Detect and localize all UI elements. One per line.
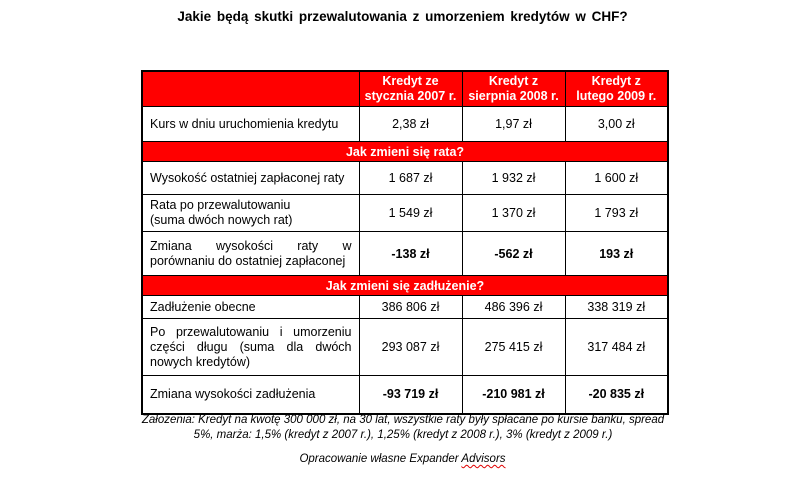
cell-value: 1,97 zł	[461, 106, 566, 142]
column-header-feb-2009: Kredyt z lutego 2009 r.	[564, 70, 669, 107]
cell-value: 1 932 zł	[461, 161, 566, 195]
row-label: Po przewalutowaniu i umorzeniu części dł…	[141, 318, 360, 376]
loan-comparison-table: Kredyt ze stycznia 2007 r. Kredyt z sier…	[141, 70, 669, 415]
table-row-rata-po-przewalutowaniu: Rata po przewalutowaniu (suma dwóch nowy…	[141, 194, 669, 232]
table-row-ostatnia-rata: Wysokość ostatniej zapłaconej raty 1 687…	[141, 161, 669, 195]
source-brand-word: Advisors	[461, 453, 506, 465]
cell-value: 486 396 zł	[461, 295, 566, 319]
table-row-po-przewalutowaniu: Po przewalutowaniu i umorzeniu części dł…	[141, 318, 669, 376]
assumptions-note: Założenia: Kredyt na kwotę 300 000 zł, n…	[141, 414, 665, 441]
page-title: Jakie będą skutki przewalutowania z umor…	[177, 9, 628, 24]
table-row-zmiana-zadluzenia: Zmiana wysokości zadłużenia -93 719 zł -…	[141, 375, 669, 414]
cell-value: 1 549 zł	[358, 194, 463, 232]
row-label: Zadłużenie obecne	[141, 295, 360, 319]
cell-value: 386 806 zł	[358, 295, 463, 319]
cell-value: 3,00 zł	[564, 106, 669, 142]
cell-value: 317 484 zł	[564, 318, 669, 376]
cell-value: 275 415 zł	[461, 318, 566, 376]
column-header-jan-2007: Kredyt ze stycznia 2007 r.	[358, 70, 463, 107]
row-label: Rata po przewalutowaniu (suma dwóch nowy…	[141, 194, 360, 232]
cell-value: -93 719 zł	[358, 375, 463, 414]
table-row-zadluzenie-obecne: Zadłużenie obecne 386 806 zł 486 396 zł …	[141, 295, 669, 319]
section-band-label: Jak zmieni się rata?	[141, 141, 669, 162]
cell-value: 1 687 zł	[358, 161, 463, 195]
row-label: Zmiana wysokości zadłużenia	[141, 375, 360, 414]
section-band-row-rata: Jak zmieni się rata?	[141, 141, 669, 162]
table-row-zmiana-raty: Zmiana wysokości raty w porównaniu do os…	[141, 231, 669, 276]
row-label: Kurs w dniu uruchomienia kredytu	[141, 106, 360, 142]
cell-value: 2,38 zł	[358, 106, 463, 142]
row-label: Wysokość ostatniej zapłaconej raty	[141, 161, 360, 195]
cell-value: -562 zł	[461, 231, 566, 276]
section-band-label: Jak zmieni się zadłużenie?	[141, 275, 669, 296]
cell-value: 1 370 zł	[461, 194, 566, 232]
section-band-row-zadluzenie: Jak zmieni się zadłużenie?	[141, 275, 669, 296]
table-row-kurs: Kurs w dniu uruchomienia kredytu 2,38 zł…	[141, 106, 669, 142]
source-note: Opracowanie własne Expander Advisors	[0, 453, 805, 465]
cell-value: -210 981 zł	[461, 375, 566, 414]
cell-value: 338 319 zł	[564, 295, 669, 319]
cell-value: 1 600 zł	[564, 161, 669, 195]
cell-value: -138 zł	[358, 231, 463, 276]
column-header-aug-2008: Kredyt z sierpnia 2008 r.	[461, 70, 566, 107]
header-row: Kredyt ze stycznia 2007 r. Kredyt z sier…	[141, 70, 669, 107]
cell-value: 1 793 zł	[564, 194, 669, 232]
cell-value: -20 835 zł	[564, 375, 669, 414]
table-corner-cell	[141, 70, 360, 107]
cell-value: 193 zł	[564, 231, 669, 276]
row-label: Zmiana wysokości raty w porównaniu do os…	[141, 231, 360, 276]
source-text: Opracowanie własne Expander	[299, 453, 459, 465]
cell-value: 293 087 zł	[358, 318, 463, 376]
